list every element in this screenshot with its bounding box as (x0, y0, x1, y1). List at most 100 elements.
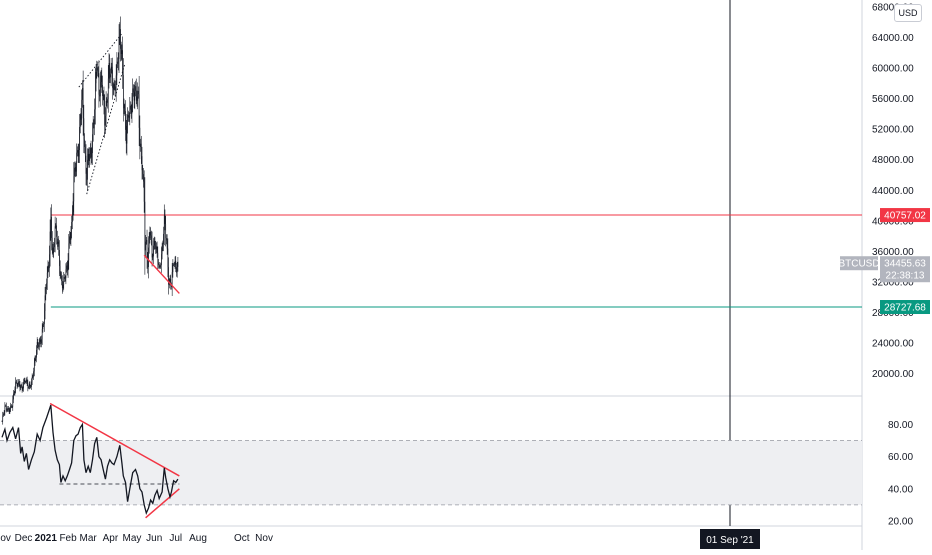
candle-body (153, 240, 155, 246)
candle-body (154, 240, 156, 246)
currency-label[interactable]: USD (894, 4, 922, 22)
countdown-label: 22:38:13 (886, 271, 925, 282)
candle-body (131, 102, 133, 114)
candle-body (98, 73, 100, 95)
candle (166, 234, 168, 255)
candle-body (81, 99, 83, 115)
candle (167, 238, 169, 278)
time-tick-label: Nov (0, 533, 11, 544)
candle (139, 115, 141, 160)
candle-body (30, 386, 32, 388)
candle-body (136, 96, 138, 101)
candle-body (163, 215, 165, 234)
candle (79, 113, 81, 134)
candle-body (99, 94, 100, 97)
candle (123, 98, 125, 115)
candle (140, 138, 141, 152)
candle (53, 242, 55, 259)
candle-body (65, 269, 67, 279)
candle-body (148, 247, 149, 268)
candle-body (92, 134, 93, 154)
candle (84, 133, 85, 154)
time-tick-label: May (123, 533, 142, 544)
candle (61, 271, 62, 286)
candle (76, 143, 78, 177)
candle-body (85, 155, 87, 174)
candle-body (16, 381, 17, 383)
candle (97, 61, 98, 77)
candle-body (8, 409, 10, 412)
time-tick-label: Oct (234, 533, 250, 544)
candle (45, 284, 47, 301)
candle-body (94, 109, 95, 125)
candle-body (97, 67, 98, 71)
last-price-box (880, 256, 930, 283)
candle (153, 238, 154, 264)
candle (42, 321, 44, 333)
candle-body (130, 109, 132, 114)
candle (16, 379, 18, 390)
candle-body (78, 150, 80, 157)
candle (155, 240, 157, 254)
candle-body (150, 235, 152, 241)
candle (13, 390, 14, 404)
candle (137, 82, 139, 110)
candle (39, 337, 41, 345)
candle-body (120, 29, 121, 49)
candle-body (142, 170, 144, 175)
candle-body (13, 392, 15, 394)
candle-body (74, 167, 75, 177)
candle-body (28, 383, 30, 387)
crosshair-date-box (700, 529, 760, 549)
candle (96, 60, 98, 79)
candle-body (176, 267, 177, 273)
candle-body (135, 86, 137, 97)
candle-body (5, 405, 6, 407)
candle-body (29, 383, 31, 387)
candle (89, 147, 90, 168)
candle-body (107, 78, 109, 100)
candle-body (80, 114, 82, 120)
candle (157, 246, 159, 269)
candle-body (169, 278, 171, 282)
candle (73, 162, 75, 216)
candle-body (145, 239, 147, 242)
candle-body (77, 150, 79, 157)
candle (16, 380, 17, 384)
candle (119, 22, 121, 46)
candle (94, 68, 96, 125)
candle (56, 217, 57, 245)
candle (171, 262, 173, 297)
candle (117, 52, 119, 71)
candle (58, 235, 60, 256)
candle (122, 58, 124, 122)
candle-body (138, 94, 140, 128)
candle (51, 204, 52, 251)
candle-body (8, 407, 9, 410)
candle-body (144, 201, 146, 251)
candle (133, 84, 135, 109)
oscillator-panel (0, 440, 862, 506)
candle-body (103, 94, 105, 107)
candle (91, 147, 93, 164)
candle-body (4, 405, 6, 412)
candle (94, 98, 95, 136)
candle (95, 63, 97, 92)
candle-body (57, 241, 59, 244)
candle-body (59, 266, 61, 274)
time-tick-label: Apr (103, 533, 119, 544)
candle-body (20, 386, 22, 389)
candle (72, 193, 74, 221)
candle-body (41, 339, 42, 344)
osc-ascending-line (145, 488, 180, 519)
candle (51, 231, 53, 255)
axes: 68000.00 64000.00 60000.00 56000.00 52000.00… (0, 2, 914, 544)
candle (47, 260, 49, 279)
candle-body (63, 276, 65, 285)
candle-body (79, 119, 81, 127)
candle (32, 374, 34, 379)
candle (176, 263, 177, 277)
